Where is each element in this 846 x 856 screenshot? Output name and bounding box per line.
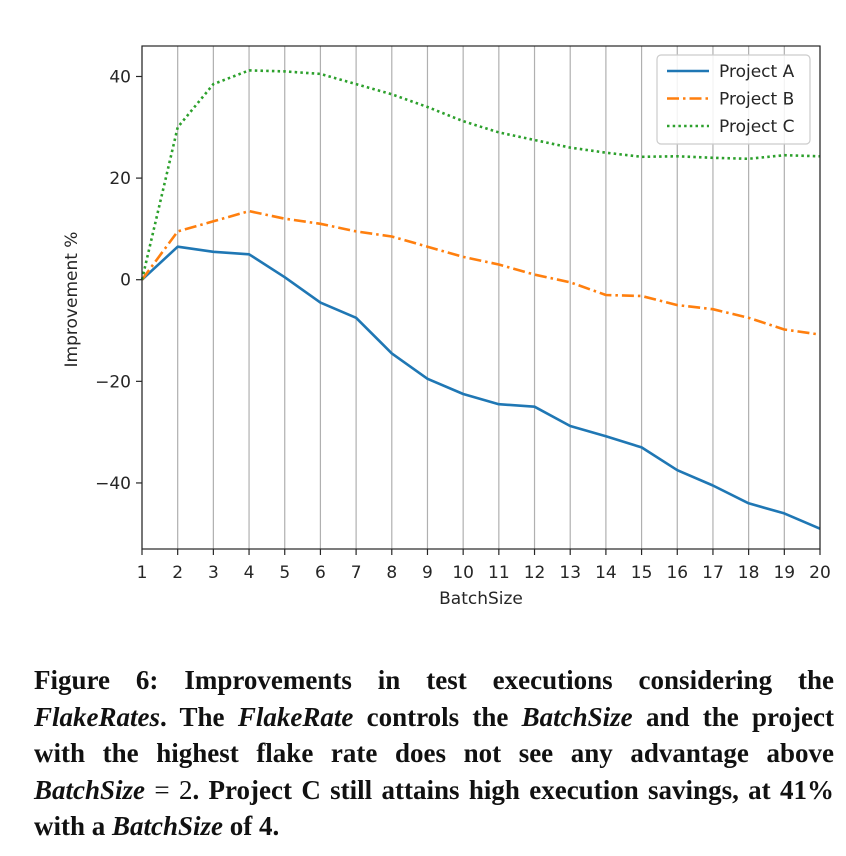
caption-term: FlakeRate [237, 701, 354, 732]
caption-equation: = 2 [145, 774, 193, 805]
x-tick-label: 6 [315, 563, 326, 583]
legend-box [656, 54, 811, 145]
chart-svg: 1 2 3 4 5 6 7 8 9 10 11 12 13 14 15 16 17 18 19 20 40200−20… [62, 45, 831, 609]
caption-text: . The [160, 701, 238, 732]
x-tick-label: 13 [559, 563, 581, 583]
x-axis-label: BatchSize [439, 589, 523, 609]
caption-term: BatchSize [112, 811, 224, 841]
legend-label: Project B [719, 90, 794, 110]
caption-text: . Project C still attains high execution… [34, 774, 835, 842]
x-tick-label: 14 [595, 563, 617, 583]
line-chart: 1 2 3 4 5 6 7 8 9 10 11 12 13 14 15 16 17 18 19 20 40 20 0 −20… [62, 45, 831, 609]
legend-label: Project A [719, 62, 795, 82]
caption-text: Improvements in test executions consider… [158, 665, 834, 695]
figure-label: Figure 6: [34, 665, 159, 695]
y-axis-label: Improvement % [62, 232, 82, 368]
x-tick-label: 20 [809, 563, 831, 583]
caption-text: and the project with the highest flake r… [34, 701, 834, 769]
x-tick-label: 9 [422, 563, 433, 583]
x-tick-label: 10 [452, 563, 474, 583]
caption-text: of 4. [223, 811, 280, 841]
caption-term: BatchSize [34, 774, 146, 805]
legend-label: Project C [719, 117, 794, 137]
y-axis-ticks: 40 20 0 −20 −40 [95, 67, 142, 494]
x-tick-label: 17 [702, 563, 724, 583]
grid [141, 46, 821, 549]
series-line-project-a [141, 245, 821, 530]
x-tick-label: 4 [244, 563, 255, 583]
caption-term: BatchSize [521, 701, 633, 732]
plot-frame [141, 45, 821, 550]
x-tick-label: 16 [666, 563, 688, 583]
y-tick-label: 0 [120, 271, 131, 291]
x-tick-label: 19 [773, 563, 795, 583]
x-tick-label: 5 [279, 563, 290, 583]
figure-caption: Figure 6: Improvements in test execution… [34, 662, 834, 845]
series-line-project-c [140, 69, 821, 280]
legend: Project A Project B Project C [656, 54, 811, 145]
x-tick-label: 1 [137, 563, 148, 583]
x-tick-label: 7 [351, 563, 362, 583]
caption-term: FlakeRates [34, 701, 160, 732]
y-tick-label: −20 [95, 372, 131, 392]
x-tick-label: 18 [738, 563, 760, 583]
x-axis-ticks: 1 2 3 4 5 6 7 8 9 10 11 12 13 14 15 16 17 18 19 20 [137, 549, 831, 583]
y-tick-label: 40 [109, 67, 131, 87]
series-line-project-b [140, 209, 821, 336]
caption-text: controls the [353, 701, 522, 732]
x-tick-label: 8 [386, 563, 397, 583]
x-tick-label: 11 [488, 563, 510, 583]
series-lines [140, 69, 821, 530]
x-tick-label: 2 [172, 563, 183, 583]
x-tick-label: 15 [631, 563, 653, 583]
y-tick-label: −40 [95, 474, 131, 494]
x-tick-label: 3 [208, 563, 219, 583]
y-tick-label: 20 [109, 169, 131, 189]
x-tick-label: 12 [524, 563, 546, 583]
